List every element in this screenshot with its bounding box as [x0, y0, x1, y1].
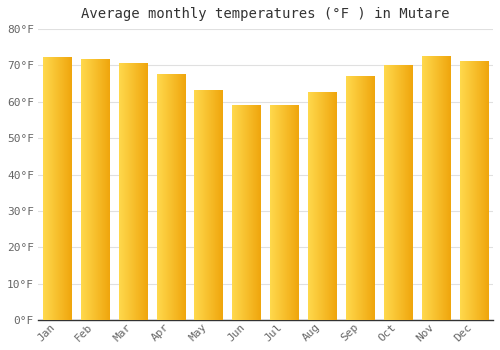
Title: Average monthly temperatures (°F ) in Mutare: Average monthly temperatures (°F ) in Mu…: [82, 7, 450, 21]
